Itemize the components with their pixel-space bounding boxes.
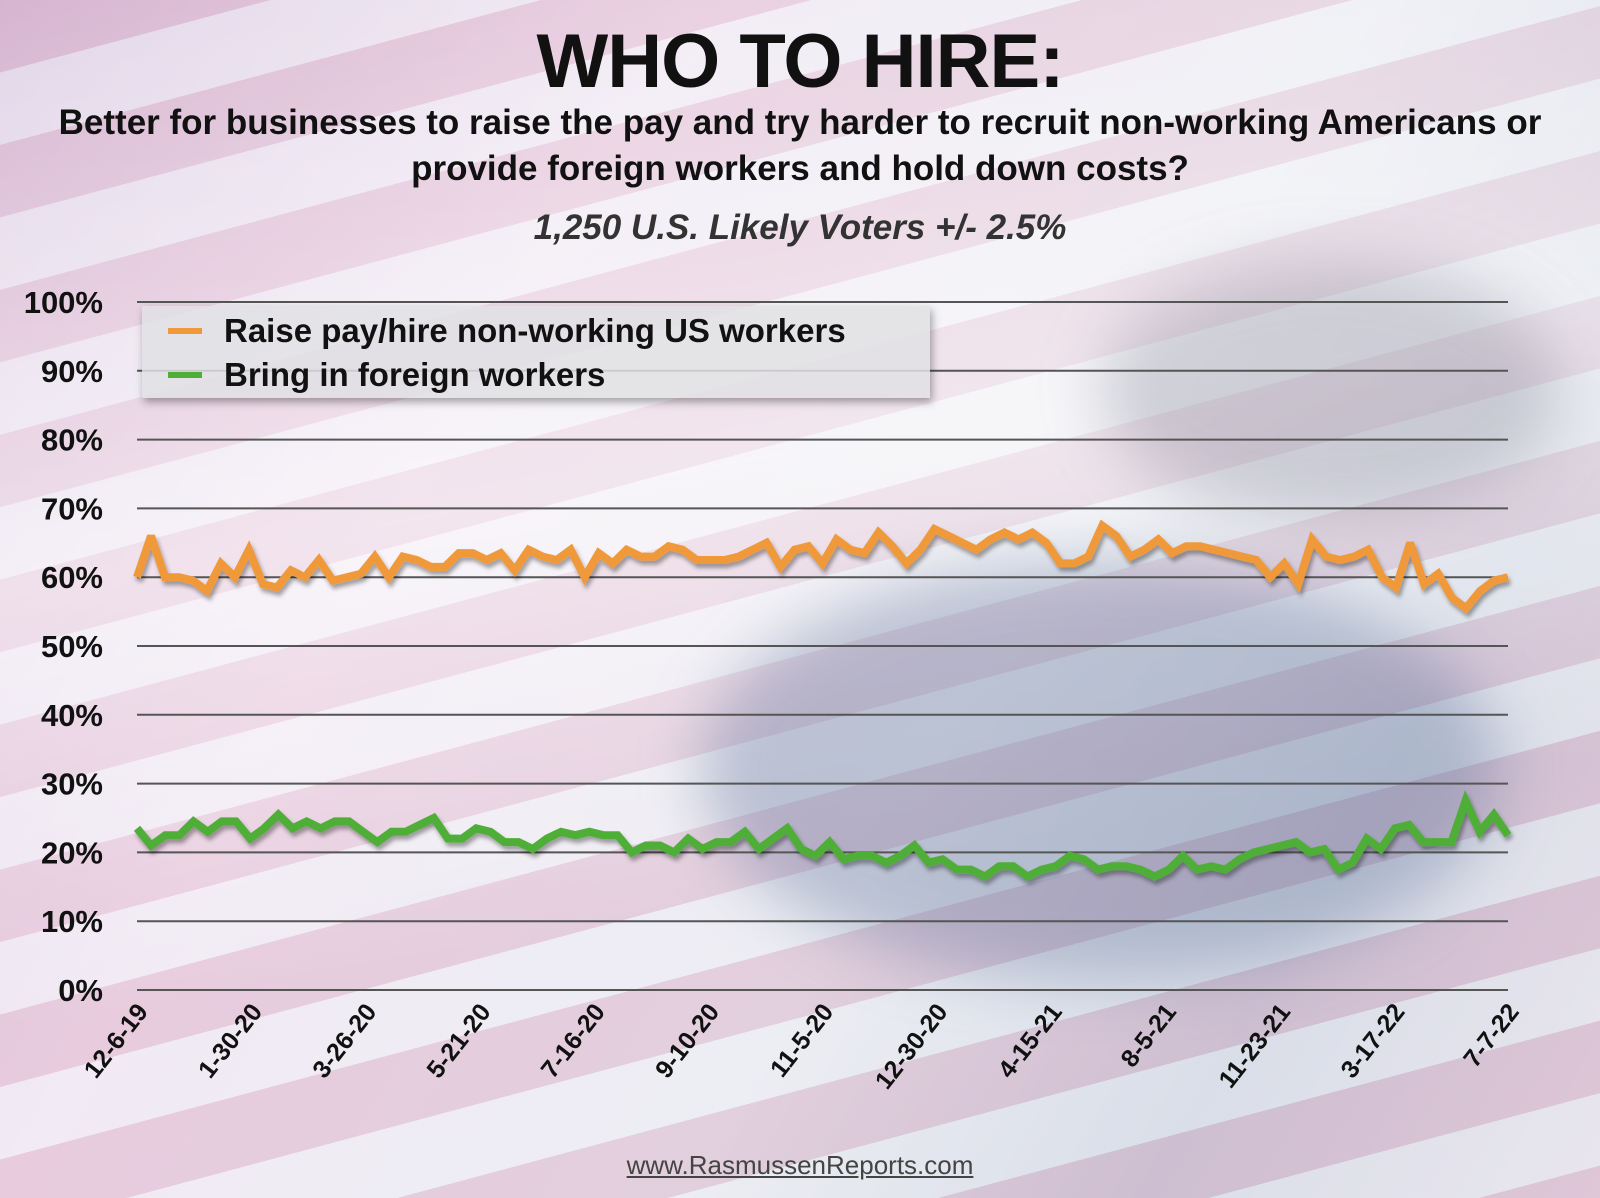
- legend-item-raise-pay: Raise pay/hire non-working US workers: [168, 312, 846, 350]
- y-tick-label: 40%: [41, 698, 103, 733]
- series-line-foreign-workers: [133, 789, 1512, 882]
- background-pen-shade: [1100, 260, 1560, 520]
- x-tick-label: 3-17-22: [1335, 998, 1410, 1083]
- x-tick-label: 3-26-20: [307, 998, 382, 1083]
- chart-subtitle: Better for businesses to raise the pay a…: [58, 103, 1542, 188]
- legend-item-foreign: Bring in foreign workers: [168, 356, 605, 394]
- y-tick-label: 0%: [58, 973, 103, 1008]
- chart-title: WHO TO HIRE:: [536, 19, 1064, 104]
- x-tick-label: 11-23-21: [1213, 998, 1296, 1093]
- series-line-raise-pay: [133, 519, 1509, 614]
- x-tick-label: 1-30-20: [193, 998, 268, 1083]
- y-tick-label: 100%: [24, 285, 103, 320]
- x-tick-label: 11-5-20: [765, 998, 839, 1082]
- x-tick-label: 4-15-21: [993, 998, 1068, 1083]
- x-tick-label: 8-5-21: [1115, 998, 1182, 1072]
- y-tick-label: 80%: [41, 423, 103, 458]
- y-tick-label: 30%: [41, 767, 103, 802]
- sample-info: 1,250 U.S. Likely Voters +/- 2.5%: [533, 208, 1067, 247]
- x-tick-label: 7-16-20: [536, 998, 611, 1083]
- x-tick-label: 12-30-20: [870, 998, 954, 1094]
- legend: Raise pay/hire non-working US workers Br…: [142, 306, 930, 398]
- source-link[interactable]: www.RasmussenReports.com: [626, 1150, 974, 1180]
- x-tick-label: 5-21-20: [421, 998, 496, 1083]
- x-tick-label: 12-6-19: [79, 998, 154, 1083]
- y-tick-label: 90%: [41, 354, 103, 389]
- legend-label: Bring in foreign workers: [224, 356, 606, 393]
- x-tick-label: 9-10-20: [650, 998, 725, 1083]
- background-flag-shade: [700, 560, 1500, 980]
- legend-swatch-orange: [168, 328, 202, 334]
- y-tick-label: 70%: [41, 491, 103, 526]
- y-tick-label: 60%: [41, 560, 103, 595]
- x-tick-label: 7-7-22: [1458, 998, 1525, 1072]
- y-tick-label: 20%: [41, 835, 103, 870]
- legend-label: Raise pay/hire non-working US workers: [224, 312, 846, 349]
- legend-swatch-green: [168, 372, 202, 378]
- y-tick-label: 50%: [41, 629, 103, 664]
- y-tick-label: 10%: [41, 904, 103, 939]
